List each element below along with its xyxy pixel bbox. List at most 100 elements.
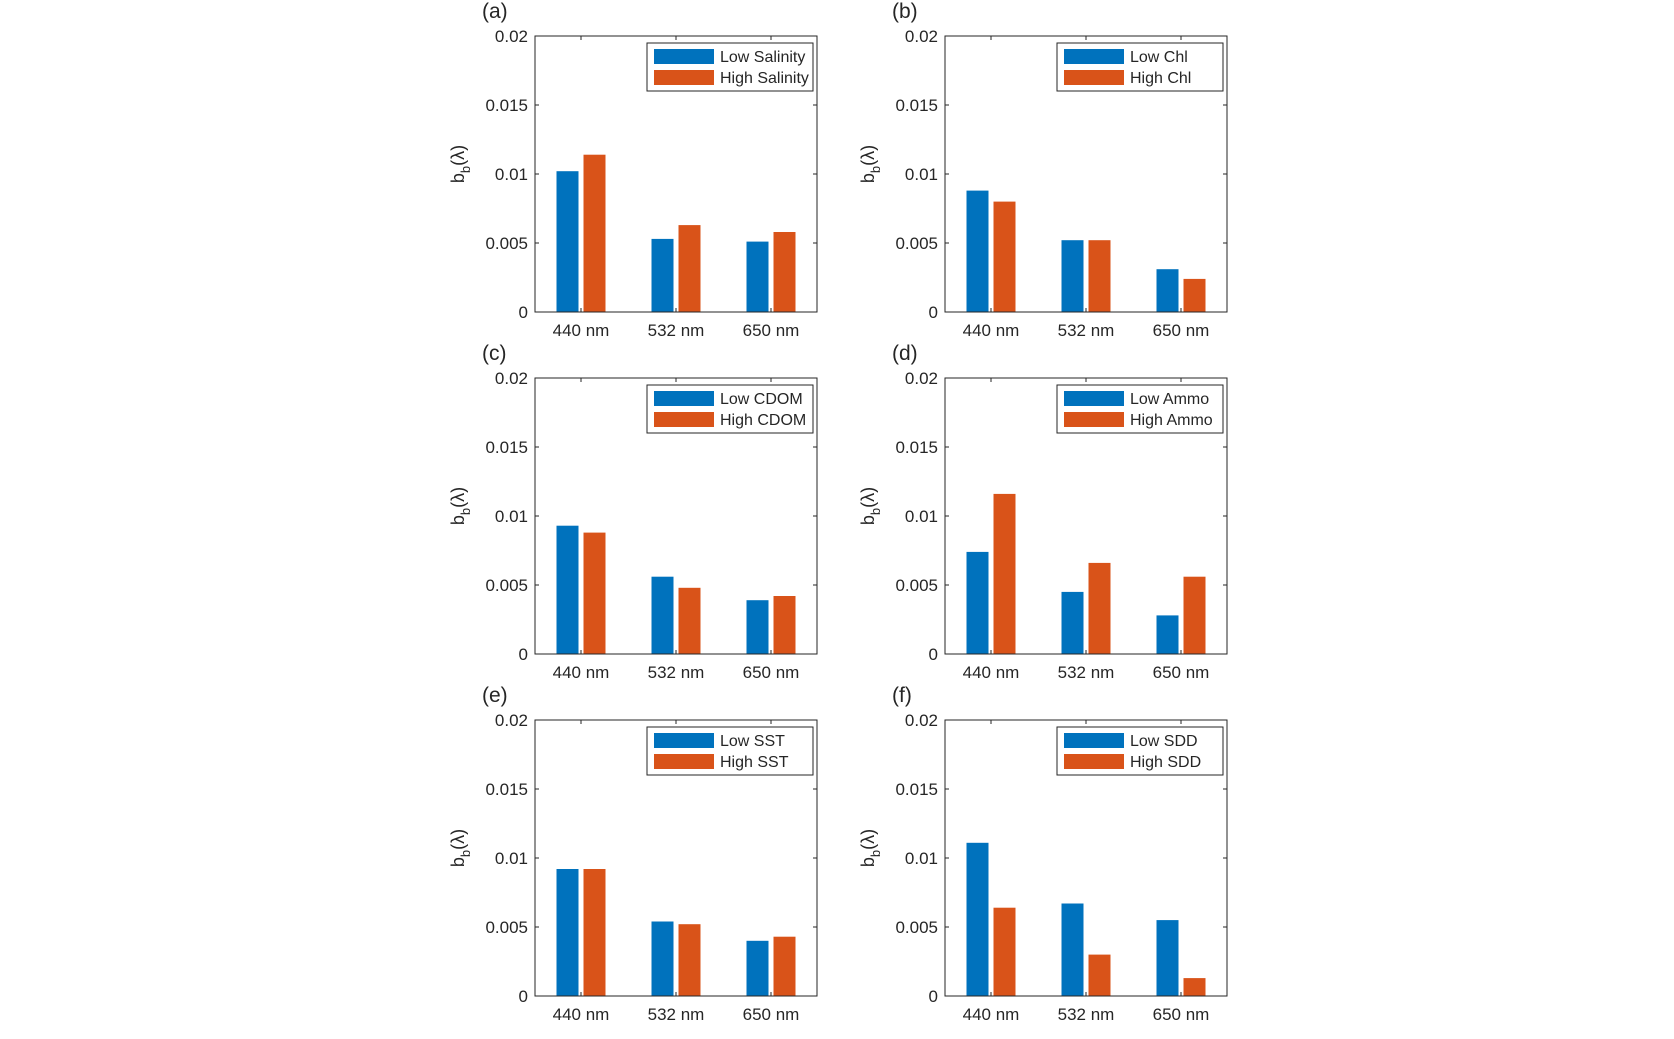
- bar-high-440-nm: [993, 201, 1016, 312]
- legend-label: Low Chl: [1130, 49, 1188, 66]
- panel-label: (b): [892, 0, 918, 23]
- bar-high-532-nm: [678, 924, 701, 996]
- bar-high-440-nm: [993, 907, 1016, 996]
- x-tick-label: 650 nm: [1153, 1005, 1210, 1024]
- y-tick-label: 0.005: [485, 918, 528, 937]
- bar-low-440-nm: [966, 842, 989, 996]
- y-tick-label: 0.01: [495, 165, 528, 184]
- legend-swatch-high: [654, 754, 714, 769]
- y-tick-label: 0: [519, 987, 528, 1006]
- bar-low-650-nm: [746, 600, 769, 654]
- y-tick-label: 0.005: [485, 234, 528, 253]
- y-tick-label: 0.015: [895, 438, 938, 457]
- bar-high-650-nm: [1183, 278, 1206, 312]
- x-tick-label: 532 nm: [1058, 663, 1115, 682]
- legend-label: High Chl: [1130, 70, 1191, 87]
- legend-label: Low Salinity: [720, 49, 805, 66]
- chart-panel-3: (c) 0 0.005 0.01 0.015 0.02 440 nm 532 nm 650 nm…: [448, 342, 818, 682]
- bar-high-440-nm: [583, 154, 606, 312]
- chart-panel-2: (b) 0 0.005 0.01 0.015 0.02 440 nm 532 nm 650 nm…: [858, 0, 1228, 340]
- legend-swatch-high: [1064, 70, 1124, 85]
- legend-label: High SST: [720, 754, 789, 771]
- legend-label: High Salinity: [720, 70, 809, 87]
- bar-low-650-nm: [1156, 615, 1179, 654]
- y-tick-label: 0.01: [495, 849, 528, 868]
- bar-low-650-nm: [1156, 920, 1179, 996]
- bar-high-650-nm: [1183, 978, 1206, 996]
- bar-low-532-nm: [1061, 591, 1084, 654]
- y-tick-label: 0.015: [485, 96, 528, 115]
- chart-panel-6: (f) 0 0.005 0.01 0.015 0.02 440 nm 532 nm 650 nm…: [858, 684, 1228, 1024]
- bar-high-532-nm: [1088, 954, 1111, 996]
- x-tick-label: 440 nm: [963, 1005, 1020, 1024]
- y-axis-label: bb(λ): [858, 145, 883, 183]
- y-tick-label: 0.015: [485, 780, 528, 799]
- x-tick-label: 650 nm: [1153, 663, 1210, 682]
- legend-label: Low CDOM: [720, 391, 803, 408]
- y-tick-label: 0.02: [905, 27, 938, 46]
- y-tick-label: 0: [929, 645, 938, 664]
- y-tick-label: 0: [929, 987, 938, 1006]
- bar-low-440-nm: [966, 551, 989, 654]
- y-axis-label: bb(λ): [448, 829, 473, 867]
- legend-swatch-high: [654, 70, 714, 85]
- y-axis-label: bb(λ): [448, 487, 473, 525]
- legend-swatch-low: [1064, 391, 1124, 406]
- x-tick-label: 440 nm: [553, 1005, 610, 1024]
- bar-low-532-nm: [1061, 903, 1084, 996]
- y-tick-label: 0: [519, 645, 528, 664]
- bar-high-650-nm: [773, 596, 796, 654]
- panel-label: (f): [892, 684, 912, 707]
- y-tick-label: 0.015: [485, 438, 528, 457]
- bar-low-440-nm: [556, 525, 579, 654]
- legend-label: High Ammo: [1130, 412, 1213, 429]
- bar-low-650-nm: [746, 940, 769, 996]
- y-tick-label: 0.005: [485, 576, 528, 595]
- y-tick-label: 0: [519, 303, 528, 322]
- bar-high-440-nm: [583, 869, 606, 996]
- y-tick-label: 0.015: [895, 96, 938, 115]
- bar-high-440-nm: [993, 493, 1016, 654]
- y-tick-label: 0.005: [895, 918, 938, 937]
- bar-low-440-nm: [556, 171, 579, 312]
- x-tick-label: 650 nm: [743, 321, 800, 340]
- legend-label: Low SDD: [1130, 733, 1198, 750]
- y-tick-label: 0.02: [905, 369, 938, 388]
- x-tick-label: 532 nm: [648, 1005, 705, 1024]
- y-tick-label: 0.02: [495, 369, 528, 388]
- y-tick-label: 0.01: [495, 507, 528, 526]
- panel-label: (e): [482, 684, 508, 707]
- legend-swatch-low: [654, 49, 714, 64]
- legend-swatch-high: [1064, 412, 1124, 427]
- legend-label: High SDD: [1130, 754, 1201, 771]
- y-tick-label: 0.005: [895, 234, 938, 253]
- panel-label: (a): [482, 0, 508, 23]
- y-tick-label: 0.02: [495, 27, 528, 46]
- y-tick-label: 0.01: [905, 849, 938, 868]
- panel-label: (d): [892, 342, 918, 365]
- x-tick-label: 440 nm: [963, 663, 1020, 682]
- x-tick-label: 440 nm: [553, 321, 610, 340]
- y-tick-label: 0.01: [905, 507, 938, 526]
- x-tick-label: 440 nm: [963, 321, 1020, 340]
- y-axis-label: bb(λ): [858, 487, 883, 525]
- bar-high-440-nm: [583, 532, 606, 654]
- y-tick-label: 0.02: [905, 711, 938, 730]
- chart-panel-4: (d) 0 0.005 0.01 0.015 0.02 440 nm 532 nm 650 nm…: [858, 342, 1228, 682]
- bar-low-532-nm: [1061, 240, 1084, 312]
- x-tick-label: 650 nm: [1153, 321, 1210, 340]
- y-tick-label: 0.005: [895, 576, 938, 595]
- chart-panel-1: (a) 0 0.005 0.01 0.015 0.02 440 nm 532 nm 650 nm…: [448, 0, 818, 340]
- bar-high-532-nm: [1088, 240, 1111, 312]
- bar-high-532-nm: [1088, 562, 1111, 654]
- x-tick-label: 532 nm: [1058, 1005, 1115, 1024]
- bar-low-532-nm: [651, 576, 674, 654]
- y-tick-label: 0: [929, 303, 938, 322]
- legend-swatch-high: [654, 412, 714, 427]
- bar-high-650-nm: [1183, 576, 1206, 654]
- y-tick-label: 0.015: [895, 780, 938, 799]
- legend-swatch-low: [1064, 49, 1124, 64]
- x-tick-label: 532 nm: [648, 321, 705, 340]
